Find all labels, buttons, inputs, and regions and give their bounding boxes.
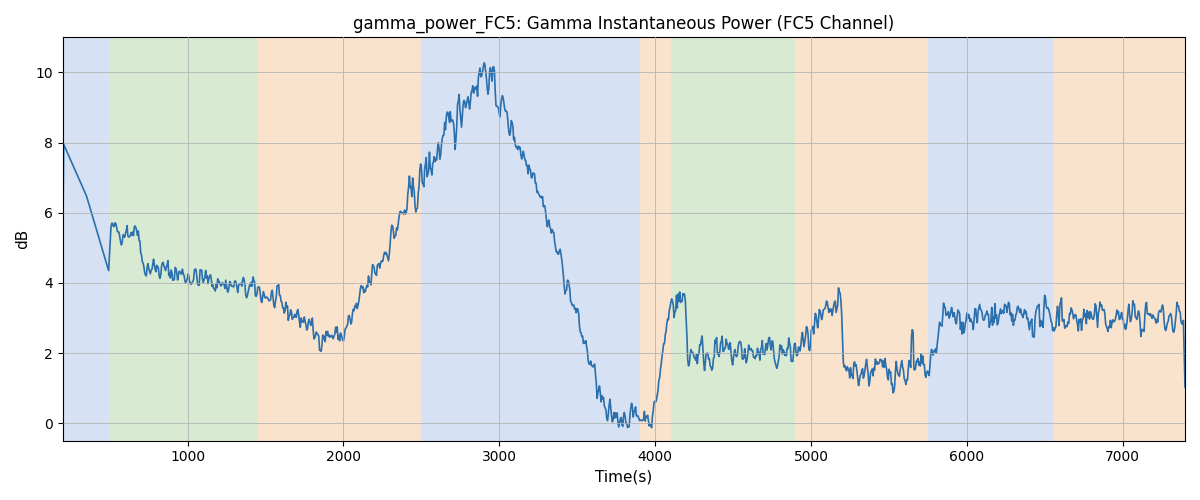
Bar [796,38,928,440]
Bar [62,38,109,440]
Bar [421,38,640,440]
Title: gamma_power_FC5: Gamma Instantaneous Power (FC5 Channel): gamma_power_FC5: Gamma Instantaneous Pow… [353,15,894,34]
Y-axis label: dB: dB [16,229,30,249]
X-axis label: Time(s): Time(s) [595,470,653,485]
Bar [928,38,1052,440]
Bar [109,38,258,440]
Bar [258,38,421,440]
Bar [671,38,796,440]
Bar [1092,38,1184,440]
Bar [1052,38,1092,440]
Bar [640,38,671,440]
